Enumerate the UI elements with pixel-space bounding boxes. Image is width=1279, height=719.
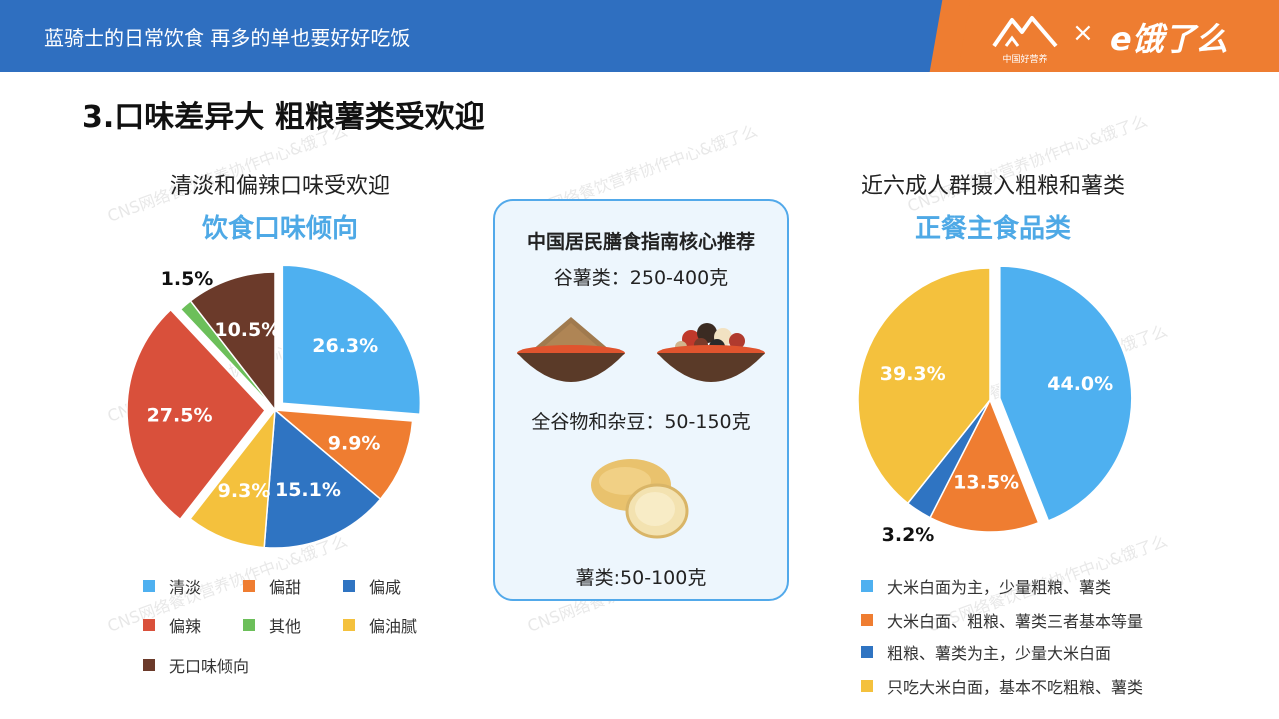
taste-pie-chart: 26.3% 9.9% 15.1%9.3% 27.5% 1.5% 10.5% (126, 264, 422, 549)
pie-data-label-0: 44.0% (1047, 373, 1113, 395)
legend-swatch (143, 619, 155, 631)
pie-data-label-6: 10.5% (214, 319, 280, 341)
eleme-logo: e饿了么 (1110, 20, 1228, 58)
logo-x: × (1072, 18, 1094, 48)
guide-item-tubers: 薯类:50-100克 (575, 567, 707, 589)
legend-item: 偏辣 (143, 613, 201, 637)
mountain-logo-icon (992, 16, 1058, 48)
pie-slice-2 (263, 408, 382, 549)
legend-label: 偏甜 (269, 578, 302, 597)
guide-item-whole-grains: 全谷物和杂豆：50-150克 (531, 411, 751, 433)
staple-food-pie-chart: 44.0% 13.5% 3.2% 39.3% (857, 265, 1133, 546)
legend-label: 无口味倾向 (169, 657, 250, 676)
pie-data-label-3: 39.3% (880, 363, 946, 385)
pie-slice-1 (929, 398, 1040, 533)
guide-item-grains: 谷薯类：250-400克 (553, 267, 729, 289)
pie-data-label-1: 9.9% (328, 433, 381, 455)
legend-swatch (861, 580, 873, 592)
legend-label: 清淡 (169, 578, 202, 597)
pie-data-label-5: 1.5% (161, 268, 214, 290)
page-title: 3.口味差异大 粗粮薯类受欢迎 (82, 100, 485, 135)
legend-item: 无口味倾向 (143, 653, 249, 677)
pie-data-label-0: 26.3% (312, 335, 378, 357)
legend-swatch (343, 619, 355, 631)
logo-band: 中国好营养 × e饿了么 (950, 0, 1279, 72)
pie-data-label-2: 15.1% (275, 479, 341, 501)
pie-slice-3 (189, 407, 276, 549)
right-chart-subtitle: 近六成人群摄入粗粮和薯类 (860, 174, 1125, 199)
legend-swatch (243, 619, 255, 631)
legend-label: 偏辣 (169, 617, 202, 636)
header-bar: 蓝骑士的日常饮食 再多的单也要好好吃饭 中国好营养 × e饿了么 (0, 0, 1279, 72)
grain-bowl-icon (517, 317, 625, 382)
legend-label: 偏咸 (369, 578, 402, 597)
legend-swatch (861, 646, 873, 658)
pie-data-label-3: 9.3% (218, 480, 271, 502)
legend-item: 偏甜 (243, 574, 301, 598)
legend-item: 只吃大米白面，基本不吃粗粮、薯类 (861, 674, 1143, 698)
legend-label: 只吃大米白面，基本不吃粗粮、薯类 (887, 678, 1144, 697)
legend-swatch (861, 614, 873, 626)
legend-item: 偏油腻 (343, 613, 417, 637)
pie-slice-3 (857, 267, 991, 505)
beans-bowl-icon (657, 323, 765, 382)
watermark: CNS网络餐饮营养协作中心&饿了么 (904, 111, 1150, 216)
legend-label: 其他 (269, 617, 302, 636)
legend-swatch (143, 659, 155, 671)
legend-item: 粗粮、薯类为主，少量大米白面 (861, 640, 1111, 664)
left-chart-title: 饮食口味倾向 (201, 214, 358, 244)
potato-icon (591, 459, 689, 539)
header-title: 蓝骑士的日常饮食 再多的单也要好好吃饭 (44, 26, 411, 50)
left-chart-subtitle: 清淡和偏辣口味受欢迎 (169, 174, 390, 199)
legend-item: 偏咸 (343, 574, 401, 598)
pie-data-label-1: 13.5% (953, 472, 1019, 494)
legend-item: 其他 (243, 613, 301, 637)
legend-swatch (143, 580, 155, 592)
legend-swatch (861, 680, 873, 692)
logo-left-sub: 中国好营养 (1002, 55, 1048, 65)
pie-data-label-4: 27.5% (147, 404, 213, 426)
right-chart-title: 正餐主食品类 (914, 214, 1071, 244)
pie-slice-0 (281, 264, 422, 416)
dietary-guide-box: 中国居民膳食指南核心推荐 谷薯类：250-400克 全谷物和杂豆：50-150克… (493, 199, 789, 601)
legend-swatch (343, 580, 355, 592)
legend-swatch (243, 580, 255, 592)
pie-slice-6 (189, 271, 276, 413)
pie-data-label-2: 3.2% (882, 524, 935, 546)
pie-slice-4 (126, 308, 266, 521)
legend-label: 粗粮、薯类为主，少量大米白面 (887, 644, 1112, 663)
legend-item: 大米白面为主，少量粗粮、薯类 (861, 574, 1111, 598)
legend-label: 大米白面、粗粮、薯类三者基本等量 (887, 612, 1144, 631)
legend-label: 大米白面为主，少量粗粮、薯类 (887, 578, 1112, 597)
legend-label: 偏油腻 (369, 617, 418, 636)
legend-item: 清淡 (143, 574, 201, 598)
guide-title: 中国居民膳食指南核心推荐 (526, 231, 755, 253)
pie-slice-0 (999, 265, 1133, 522)
legend-item: 大米白面、粗粮、薯类三者基本等量 (861, 608, 1143, 632)
pie-slice-1 (272, 409, 414, 501)
